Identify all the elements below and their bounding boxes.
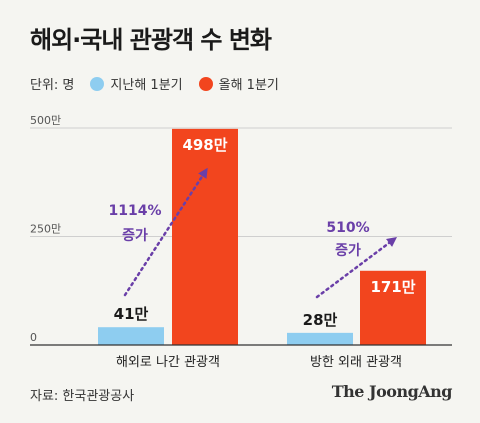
data-label: 28만 [303,311,338,329]
legend-label-this-year: 올해 1분기 [218,78,279,93]
legend-swatch-last-year [90,76,105,91]
y-tick-label: 500만 [30,114,61,127]
brand-logo: The JoongAng [331,382,453,401]
bar [98,327,164,345]
x-category-label: 해외로 나간 관광객 [116,355,220,370]
source-note: 자료: 한국관광공사 [30,389,135,404]
growth-annotation: 510% [326,220,369,236]
growth-annotation: 1114% [109,203,162,219]
bar [360,270,426,345]
growth-arrow [123,167,208,297]
growth-annotation: 증가 [335,243,361,259]
x-category-label: 방한 외래 관광객 [310,355,402,370]
bar [172,128,238,345]
legend-item-last-year: 지난해 1분기 [90,74,183,93]
legend-item-this-year: 올해 1분기 [198,74,279,93]
data-label: 498만 [182,136,227,154]
legend: 단위: 명 지난해 1분기 올해 1분기 [30,74,279,93]
chart-title: 해외·국내 관광객 수 변화 [30,26,272,54]
y-tick-label: 0 [30,331,37,344]
data-label: 41만 [114,305,149,323]
growth-annotation: 증가 [122,228,148,244]
legend-swatch-this-year [198,76,213,91]
growth-arrow [315,237,397,299]
legend-label-last-year: 지난해 1분기 [110,78,183,93]
unit-label: 단위: 명 [30,78,75,93]
bar [287,332,353,345]
y-tick-label: 250만 [30,223,61,236]
data-label: 171만 [370,278,415,296]
